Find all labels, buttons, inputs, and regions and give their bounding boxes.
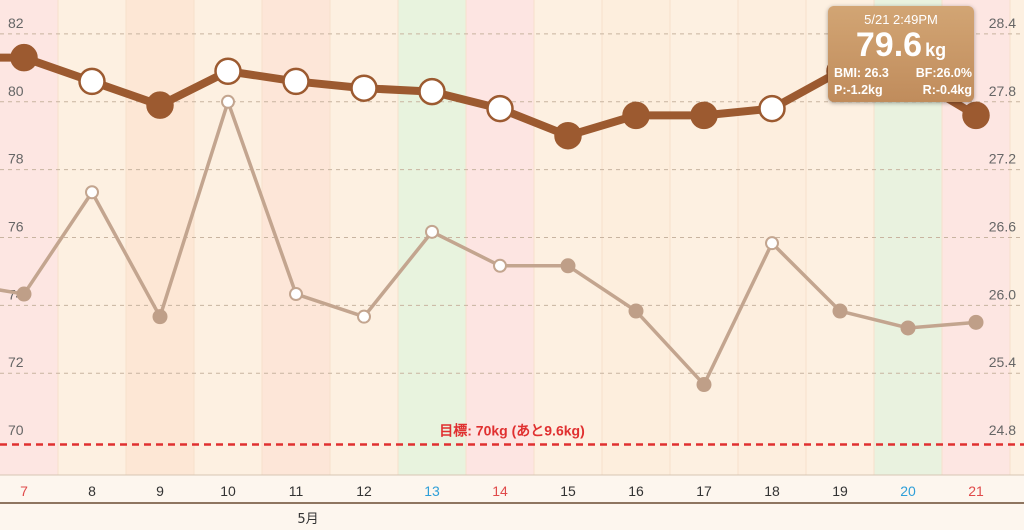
x-tick-label: 20 xyxy=(900,483,916,499)
data-tooltip: 5/21 2:49PM 79.6 kg BMI: 26.3 BF:26.0% P:… xyxy=(828,6,974,102)
right-tick-label: 28.4 xyxy=(989,15,1016,31)
left-tick-label: 72 xyxy=(8,354,24,370)
series-primary-point xyxy=(486,94,514,123)
x-tick-label: 14 xyxy=(492,483,508,499)
series-primary-point xyxy=(214,57,242,85)
tooltip-weight-row: 79.6 kg xyxy=(828,26,974,65)
x-tick-label: 13 xyxy=(424,483,440,499)
tooltip-weight: 79.6 xyxy=(855,26,923,64)
left-tick-label: 82 xyxy=(8,15,24,31)
right-tick-label: 26.6 xyxy=(989,219,1016,235)
series-primary-point xyxy=(350,74,378,102)
series-primary-point xyxy=(962,101,990,130)
tooltip-p: P:-1.2kg xyxy=(834,83,883,97)
x-tick-label: 11 xyxy=(289,483,304,499)
tooltip-unit: kg xyxy=(925,40,947,60)
series-secondary-point xyxy=(832,303,848,319)
series-secondary-point xyxy=(289,287,303,302)
series-secondary-point xyxy=(16,286,32,302)
tooltip-bmi: BMI: 26.3 xyxy=(834,66,889,80)
series-primary-point xyxy=(758,94,786,123)
x-tick-label: 8 xyxy=(88,483,96,499)
left-tick-label: 78 xyxy=(8,151,24,167)
series-secondary-point xyxy=(357,309,371,324)
goal-label: 目標: 70kg (あと9.6kg) xyxy=(439,422,584,438)
left-tick-label: 80 xyxy=(8,83,24,99)
right-tick-label: 24.8 xyxy=(989,422,1016,438)
tooltip-r: R:-0.4kg xyxy=(922,83,972,97)
right-tick-label: 26.0 xyxy=(989,286,1016,302)
x-tick-label: 21 xyxy=(968,483,984,499)
x-tick-label: 7 xyxy=(20,483,28,499)
series-primary-point xyxy=(554,121,582,150)
series-secondary-point xyxy=(696,377,712,393)
series-secondary-point xyxy=(900,320,916,336)
series-secondary-point xyxy=(628,303,644,319)
right-tick-label: 25.4 xyxy=(989,354,1016,370)
series-secondary-point xyxy=(493,258,507,273)
series-secondary-line xyxy=(0,100,977,387)
series-primary-point xyxy=(10,43,38,72)
tooltip-row-1: BMI: 26.3 BF:26.0% xyxy=(834,66,972,80)
series-secondary-point xyxy=(221,94,235,109)
series-secondary-point xyxy=(85,185,99,200)
x-tick-label: 12 xyxy=(356,483,372,499)
series-secondary-point xyxy=(765,236,779,251)
tooltip-row-2: P:-1.2kg R:-0.4kg xyxy=(834,83,972,97)
series-primary-point xyxy=(146,91,174,119)
x-tick-label: 9 xyxy=(156,483,164,499)
x-tick-label: 15 xyxy=(560,483,576,499)
series-secondary-point xyxy=(425,224,439,239)
right-tick-label: 27.8 xyxy=(989,83,1016,99)
x-tick-label: 18 xyxy=(764,483,780,499)
series-secondary-point xyxy=(968,314,984,330)
tooltip-date: 5/21 2:49PM xyxy=(864,12,938,27)
x-tick-label: 19 xyxy=(832,483,848,499)
series-primary-point xyxy=(622,101,650,130)
month-label: 5月 xyxy=(297,512,318,527)
series-primary-point xyxy=(78,67,106,96)
series-primary-line xyxy=(0,53,979,140)
right-tick-label: 27.2 xyxy=(989,151,1016,167)
x-tick-label: 10 xyxy=(220,483,236,499)
left-tick-label: 76 xyxy=(8,219,24,235)
series-primary-point xyxy=(282,67,310,96)
tooltip-bf: BF:26.0% xyxy=(915,66,972,80)
series-secondary-point xyxy=(560,258,576,274)
series-primary-point xyxy=(690,101,718,130)
x-tick-label: 17 xyxy=(696,483,712,499)
series-primary-point xyxy=(418,77,446,106)
left-tick-label: 70 xyxy=(8,422,24,438)
series-secondary-point xyxy=(152,309,168,325)
x-tick-label: 16 xyxy=(628,483,644,499)
